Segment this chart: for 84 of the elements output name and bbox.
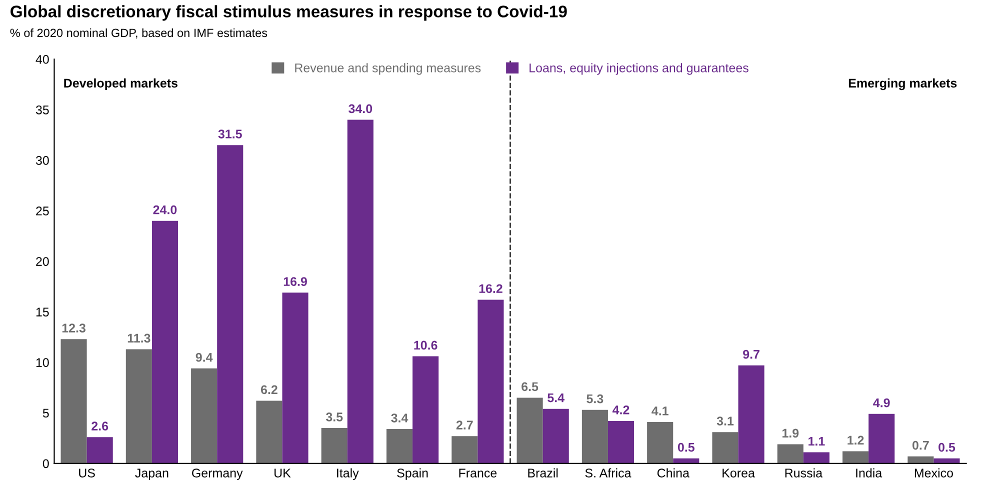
x-tick-label: Russia [785, 468, 823, 478]
bar [282, 292, 308, 464]
bar [582, 410, 608, 464]
chart-title: Global discretionary fiscal stimulus measures in response to Covid-19 [10, 5, 567, 21]
y-tick-label: 30 [36, 156, 49, 165]
legend-label: Loans, equity injections and guarantees [530, 63, 748, 75]
y-tick-label: 15 [36, 308, 49, 316]
bar [478, 300, 504, 464]
bar [934, 458, 960, 464]
bar [647, 422, 674, 464]
x-tick-label: Japan [135, 468, 168, 480]
data-label: 11.3 [128, 334, 150, 343]
annotation: Developed markets [64, 78, 178, 90]
bar [86, 437, 113, 464]
data-label: 6.5 [522, 382, 538, 392]
bar [347, 120, 374, 464]
bar [60, 339, 87, 464]
bar [842, 451, 869, 464]
data-label: 3.5 [326, 412, 343, 422]
data-label: 0.5 [938, 442, 956, 452]
x-tick-label: UK [274, 468, 291, 478]
data-label: 2.7 [456, 420, 473, 430]
y-tick-label: 10 [36, 358, 49, 368]
bar [516, 398, 543, 464]
annotation: Emerging markets [848, 78, 957, 90]
data-label: 3.1 [716, 416, 734, 426]
data-label: 5.4 [548, 393, 564, 402]
bar [868, 414, 895, 464]
data-label: 3.4 [391, 414, 408, 422]
bar [321, 428, 348, 464]
bar [217, 145, 244, 464]
data-label: 24.0 [153, 205, 177, 214]
data-label: 31.5 [218, 130, 242, 138]
bar [256, 400, 282, 464]
x-tick-label: Spain [397, 468, 428, 480]
bar [452, 436, 478, 464]
x-tick-label: Korea [722, 468, 755, 478]
x-tick-label: S. Africa [585, 468, 632, 478]
bar [803, 452, 830, 464]
data-label: 1.1 [808, 436, 825, 446]
data-label: 9.7 [743, 350, 760, 359]
data-label: 0.7 [912, 440, 929, 450]
y-tick-label: 5 [42, 408, 49, 418]
x-tick-label: Germany [192, 468, 243, 480]
x-tick-label: Mexico [914, 468, 953, 478]
data-label: 6.2 [260, 385, 278, 394]
data-label: 4.1 [652, 406, 668, 416]
bar [412, 356, 439, 464]
data-label: 9.4 [196, 352, 213, 362]
bar [191, 368, 218, 464]
data-label: 1.2 [848, 436, 864, 445]
y-tick-label: 40 [36, 54, 49, 64]
x-tick-label: Brazil [528, 468, 558, 478]
data-label: 10.6 [414, 340, 438, 350]
bar [126, 349, 152, 464]
bar [738, 365, 764, 464]
legend-label: Revenue and spending measures [295, 63, 481, 75]
data-label: 0.5 [678, 442, 694, 452]
bar [712, 432, 738, 464]
x-tick-label: France [459, 468, 497, 478]
x-tick-label: India [856, 468, 882, 478]
x-tick-label: Italy [337, 468, 359, 480]
chart-subtitle: % of 2020 nominal GDP, based on IMF estimates [10, 28, 268, 38]
data-label: 5.3 [586, 394, 604, 404]
y-tick-label: 35 [36, 105, 49, 114]
y-tick-label: 20 [36, 257, 49, 266]
data-label: 2.6 [92, 422, 108, 431]
y-tick-label: 25 [36, 206, 49, 216]
data-label: 4.2 [612, 405, 630, 414]
data-label: 16.9 [284, 277, 307, 286]
bar [777, 444, 804, 464]
data-label: 34.0 [348, 104, 372, 114]
x-tick-label: US [79, 468, 95, 478]
bar [152, 220, 178, 464]
bar [386, 429, 413, 464]
y-tick-label: 0 [42, 459, 49, 468]
bar [908, 456, 934, 464]
x-tick-label: China [657, 468, 690, 478]
data-label: 4.9 [873, 398, 890, 408]
bar [608, 420, 634, 464]
data-label: 12.3 [62, 324, 86, 332]
bar [542, 408, 569, 464]
data-label: 1.9 [782, 428, 799, 438]
data-label: 16.2 [479, 284, 502, 294]
